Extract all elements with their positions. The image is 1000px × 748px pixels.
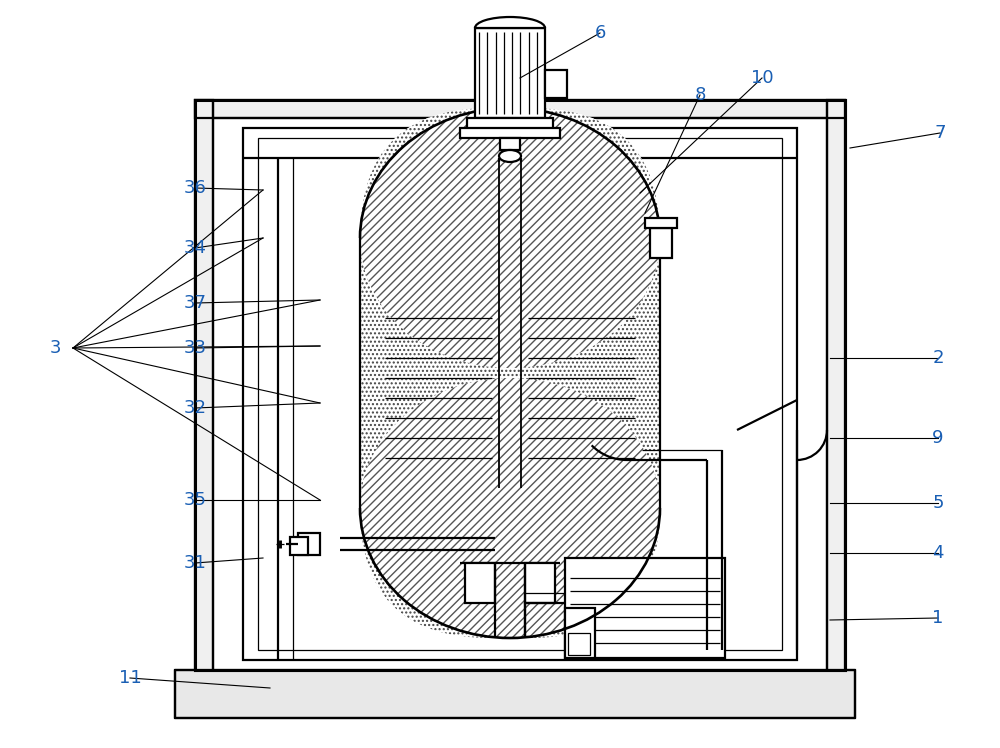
Bar xyxy=(565,608,595,658)
Bar xyxy=(475,28,545,118)
Text: 1: 1 xyxy=(932,609,944,627)
Bar xyxy=(645,218,677,228)
Text: 7: 7 xyxy=(934,124,946,142)
Polygon shape xyxy=(360,508,660,638)
Text: 32: 32 xyxy=(184,399,207,417)
FancyBboxPatch shape xyxy=(360,108,660,638)
Bar xyxy=(195,100,845,118)
Bar xyxy=(545,70,567,98)
Ellipse shape xyxy=(499,150,521,162)
Bar xyxy=(290,537,308,555)
Bar xyxy=(565,558,725,658)
Bar xyxy=(460,128,560,138)
Ellipse shape xyxy=(360,378,660,638)
Text: 6: 6 xyxy=(594,24,606,42)
FancyBboxPatch shape xyxy=(360,108,660,638)
Ellipse shape xyxy=(360,108,660,368)
Bar xyxy=(525,563,555,603)
Text: 10: 10 xyxy=(751,69,773,87)
Bar xyxy=(195,100,845,670)
Bar xyxy=(475,17,545,28)
Bar xyxy=(298,533,320,555)
Bar xyxy=(650,228,672,258)
Bar xyxy=(568,633,590,655)
Bar xyxy=(195,100,845,670)
Bar xyxy=(467,118,553,130)
Text: 5: 5 xyxy=(932,494,944,512)
Text: 36: 36 xyxy=(184,179,206,197)
Text: 33: 33 xyxy=(184,339,207,357)
Bar xyxy=(827,100,845,670)
Bar xyxy=(243,128,797,660)
Text: 37: 37 xyxy=(184,294,207,312)
Bar xyxy=(500,138,520,150)
Bar xyxy=(175,670,855,718)
Polygon shape xyxy=(360,108,660,238)
Text: 31: 31 xyxy=(184,554,206,572)
Bar xyxy=(465,563,495,603)
Text: 34: 34 xyxy=(184,239,207,257)
Text: 35: 35 xyxy=(184,491,207,509)
Bar xyxy=(195,100,213,670)
Text: 2: 2 xyxy=(932,349,944,367)
Text: 9: 9 xyxy=(932,429,944,447)
Bar xyxy=(258,138,782,650)
Text: 8: 8 xyxy=(694,86,706,104)
Text: 3: 3 xyxy=(49,339,61,357)
Text: 11: 11 xyxy=(119,669,141,687)
Text: 4: 4 xyxy=(932,544,944,562)
